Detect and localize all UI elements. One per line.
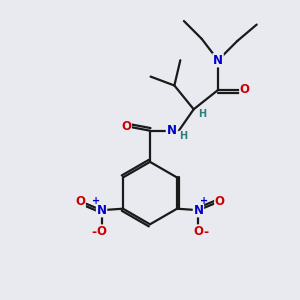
Text: -: - — [203, 226, 208, 239]
Text: +: + — [92, 196, 100, 206]
Text: N: N — [213, 54, 223, 67]
Text: O: O — [240, 83, 250, 97]
Text: O: O — [121, 120, 131, 133]
Text: +: + — [200, 196, 208, 206]
Text: O: O — [97, 225, 106, 238]
Text: O: O — [194, 225, 203, 238]
Text: O: O — [75, 195, 85, 208]
Text: O: O — [215, 195, 225, 208]
Text: N: N — [97, 204, 106, 217]
Text: N: N — [167, 124, 176, 137]
Text: -: - — [92, 226, 97, 239]
Text: H: H — [178, 131, 187, 141]
Text: N: N — [194, 204, 203, 217]
Text: H: H — [199, 109, 207, 119]
